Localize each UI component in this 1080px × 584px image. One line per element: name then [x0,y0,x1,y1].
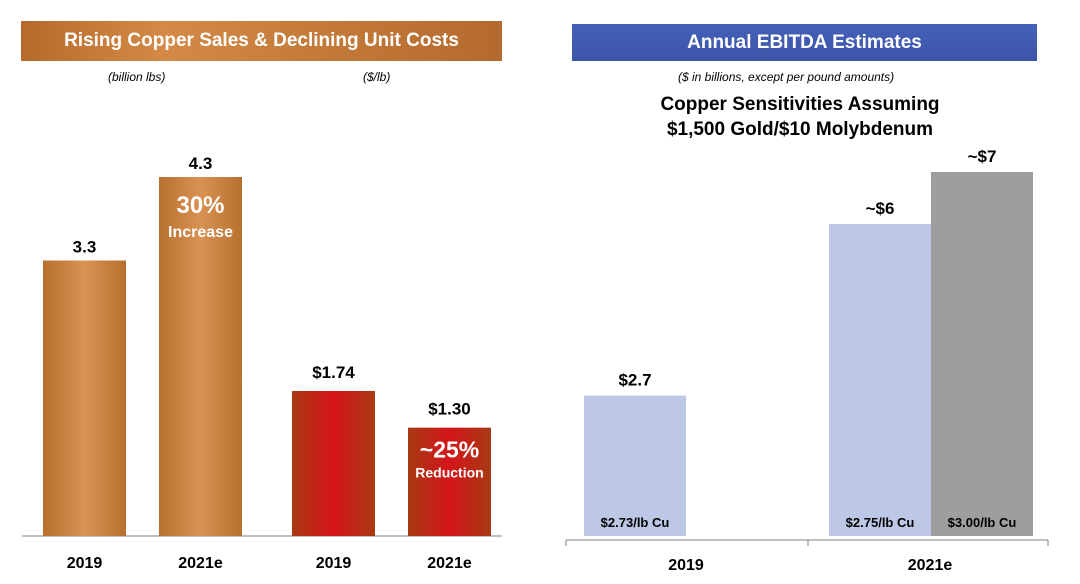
cost-bar-2021e [408,427,491,536]
ebitda-price-label-2021e-2: $3.00/lb Cu [948,515,1017,530]
ebitda-unit-text: ($ in billions, except per pound amounts… [678,70,895,84]
ebitda-category-label-2019: 2019 [668,557,704,574]
ebitda-bar-2021e-1 [829,224,931,536]
ebitda-price-label-2019-0: $2.73/lb Cu [601,515,670,530]
sales-change-percent: 30% [176,192,224,219]
sales-category-label-2021e: 2021e [178,555,223,572]
ebitda-value-label-2021e-1: ~$6 [866,199,895,218]
cost-value-label-2021e: $1.30 [428,400,471,419]
sales-bar-2019 [43,260,126,536]
sensitivity-title-line1: Copper Sensitivities Assuming [660,94,940,115]
ebitda-category-label-2021e: 2021e [908,557,953,574]
sensitivity-title-line2: $1,500 Gold/$10 Molybdenum [666,119,934,140]
sales-bar-2021e [159,177,242,536]
cost-value-label-2019: $1.74 [312,363,355,382]
sales-category-label-2019: 2019 [67,555,103,572]
ebitda-bar-2021e-2 [931,172,1033,536]
cost-category-label-2019: 2019 [316,555,352,572]
sales-change-text: Increase [168,224,233,241]
ebitda-value-label-2021e-2: ~$7 [968,147,997,166]
cost-unit-label: ($/lb) [363,70,391,84]
cost-change-percent: ~25% [420,437,479,463]
sales-unit-label: (billion lbs) [108,70,166,84]
sales-value-label-2021e: 4.3 [189,154,213,173]
cost-category-label-2021e: 2021e [427,555,472,572]
cost-change-text: Reduction [415,465,483,481]
ebitda-value-label-2019-0: $2.7 [618,371,651,390]
ebitda-bar-2019-0 [584,395,686,536]
right-panel-banner: Annual EBITDA Estimates [572,24,1037,61]
ebitda-price-label-2021e-1: $2.75/lb Cu [846,515,915,530]
left-panel-banner: Rising Copper Sales & Declining Unit Cos… [21,21,502,61]
sales-value-label-2019: 3.3 [73,237,97,256]
cost-bar-2019 [292,391,375,536]
